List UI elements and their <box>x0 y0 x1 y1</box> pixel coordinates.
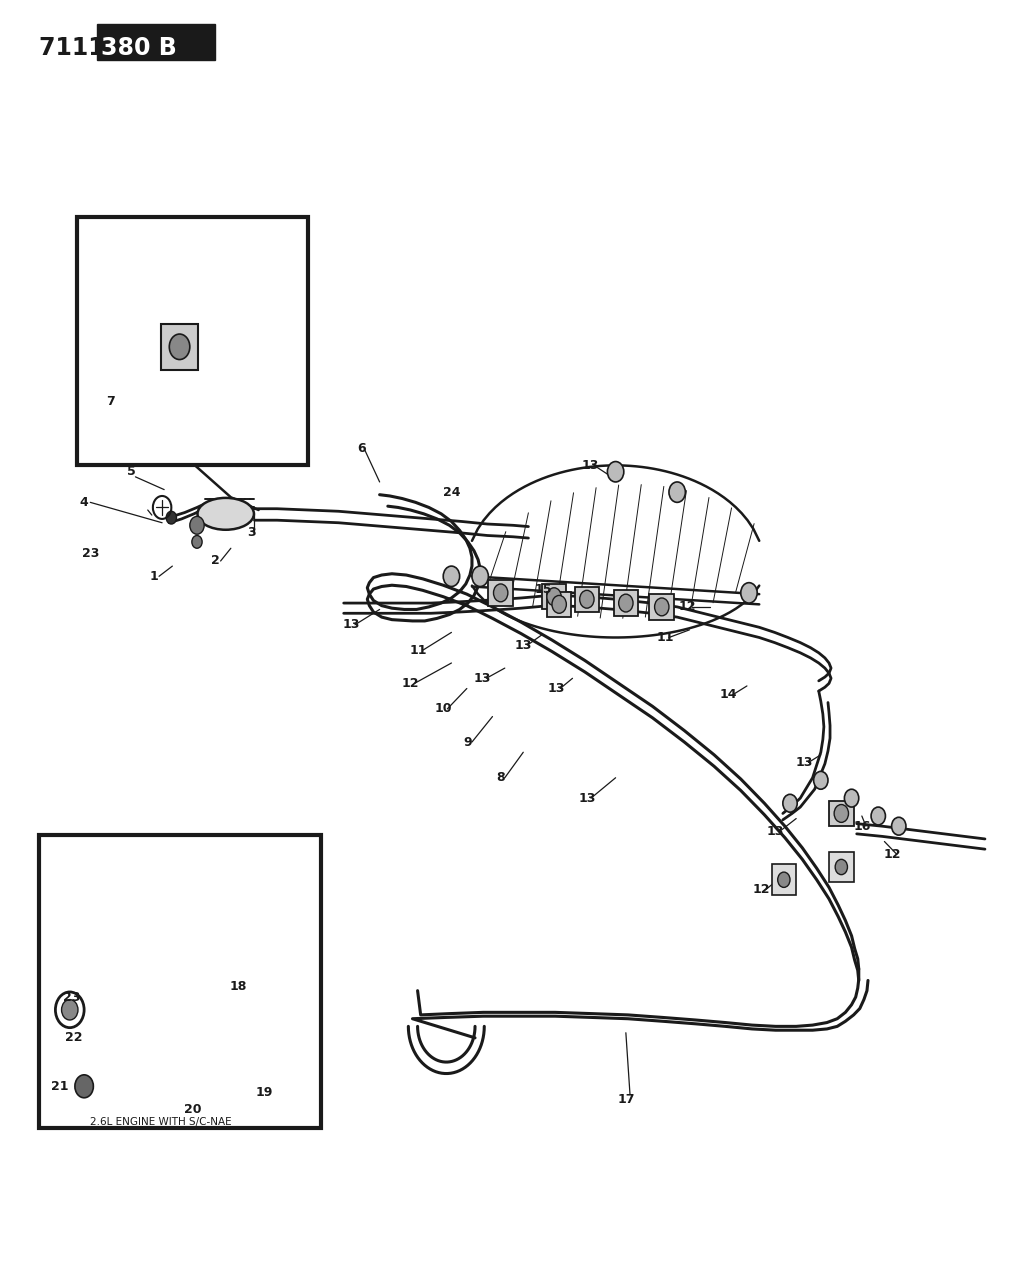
Circle shape <box>225 1071 241 1091</box>
Bar <box>547 592 571 617</box>
Circle shape <box>871 807 885 825</box>
Circle shape <box>844 789 859 807</box>
Text: 12: 12 <box>678 601 697 613</box>
Text: 13: 13 <box>579 792 595 805</box>
Text: 20: 20 <box>184 1103 202 1116</box>
Text: 2.6L ENGINE WITH S/C-NAE: 2.6L ENGINE WITH S/C-NAE <box>90 1117 232 1127</box>
Text: 12: 12 <box>401 677 420 690</box>
Bar <box>39 835 321 1128</box>
Bar <box>488 580 513 606</box>
Text: 2: 2 <box>211 555 220 567</box>
Circle shape <box>119 1070 137 1093</box>
Bar <box>829 801 854 826</box>
Circle shape <box>741 583 757 603</box>
Circle shape <box>166 511 176 524</box>
Circle shape <box>669 482 685 502</box>
Text: 13: 13 <box>548 682 564 695</box>
Bar <box>161 324 198 370</box>
Circle shape <box>778 872 790 887</box>
Text: 11: 11 <box>409 644 428 657</box>
Text: 23: 23 <box>64 991 80 1003</box>
Text: 16: 16 <box>854 820 870 833</box>
Text: 12: 12 <box>752 884 771 896</box>
Text: 13: 13 <box>343 618 359 631</box>
Text: 19: 19 <box>256 1086 273 1099</box>
Circle shape <box>75 1075 93 1098</box>
Text: 17: 17 <box>617 1093 635 1105</box>
Bar <box>77 217 308 465</box>
Circle shape <box>62 1000 78 1020</box>
Circle shape <box>834 805 849 822</box>
Text: 7111: 7111 <box>39 36 113 60</box>
Circle shape <box>655 598 669 616</box>
Circle shape <box>190 516 204 534</box>
Text: 18: 18 <box>230 980 246 993</box>
Text: 10: 10 <box>434 703 452 715</box>
Bar <box>829 852 854 882</box>
Text: 9: 9 <box>464 736 472 748</box>
Text: 8: 8 <box>497 771 505 784</box>
Text: 23: 23 <box>82 547 98 560</box>
Circle shape <box>814 771 828 789</box>
Text: 13: 13 <box>474 672 490 685</box>
Circle shape <box>443 566 460 586</box>
Circle shape <box>619 594 633 612</box>
Text: 6: 6 <box>357 442 365 455</box>
Text: 380 B: 380 B <box>101 36 176 60</box>
Circle shape <box>472 566 488 586</box>
Bar <box>772 864 796 895</box>
Text: 12: 12 <box>883 848 902 861</box>
Text: 1: 1 <box>150 570 158 583</box>
Text: 24: 24 <box>442 486 461 499</box>
Text: 21: 21 <box>50 1080 69 1093</box>
Bar <box>575 586 599 612</box>
Circle shape <box>783 794 797 812</box>
Text: 4: 4 <box>80 496 88 509</box>
Circle shape <box>552 595 566 613</box>
Circle shape <box>494 584 508 602</box>
Text: 7: 7 <box>107 395 115 408</box>
Text: 15: 15 <box>535 583 553 595</box>
Text: 3: 3 <box>247 527 255 539</box>
Text: 22: 22 <box>65 1031 83 1044</box>
Text: 13: 13 <box>767 825 784 838</box>
Text: 11: 11 <box>656 631 674 644</box>
Text: 5: 5 <box>127 465 135 478</box>
Circle shape <box>169 334 190 360</box>
Bar <box>614 590 638 616</box>
Text: 13: 13 <box>515 639 531 652</box>
Text: 14: 14 <box>719 688 738 701</box>
Circle shape <box>192 536 202 548</box>
Bar <box>649 594 674 620</box>
Circle shape <box>892 817 906 835</box>
Circle shape <box>547 588 561 606</box>
Text: 13: 13 <box>582 459 598 472</box>
Circle shape <box>607 462 624 482</box>
Bar <box>97 24 215 60</box>
Circle shape <box>835 859 847 875</box>
Circle shape <box>580 590 594 608</box>
Text: 13: 13 <box>796 756 813 769</box>
Bar <box>542 584 566 609</box>
Ellipse shape <box>197 497 254 530</box>
